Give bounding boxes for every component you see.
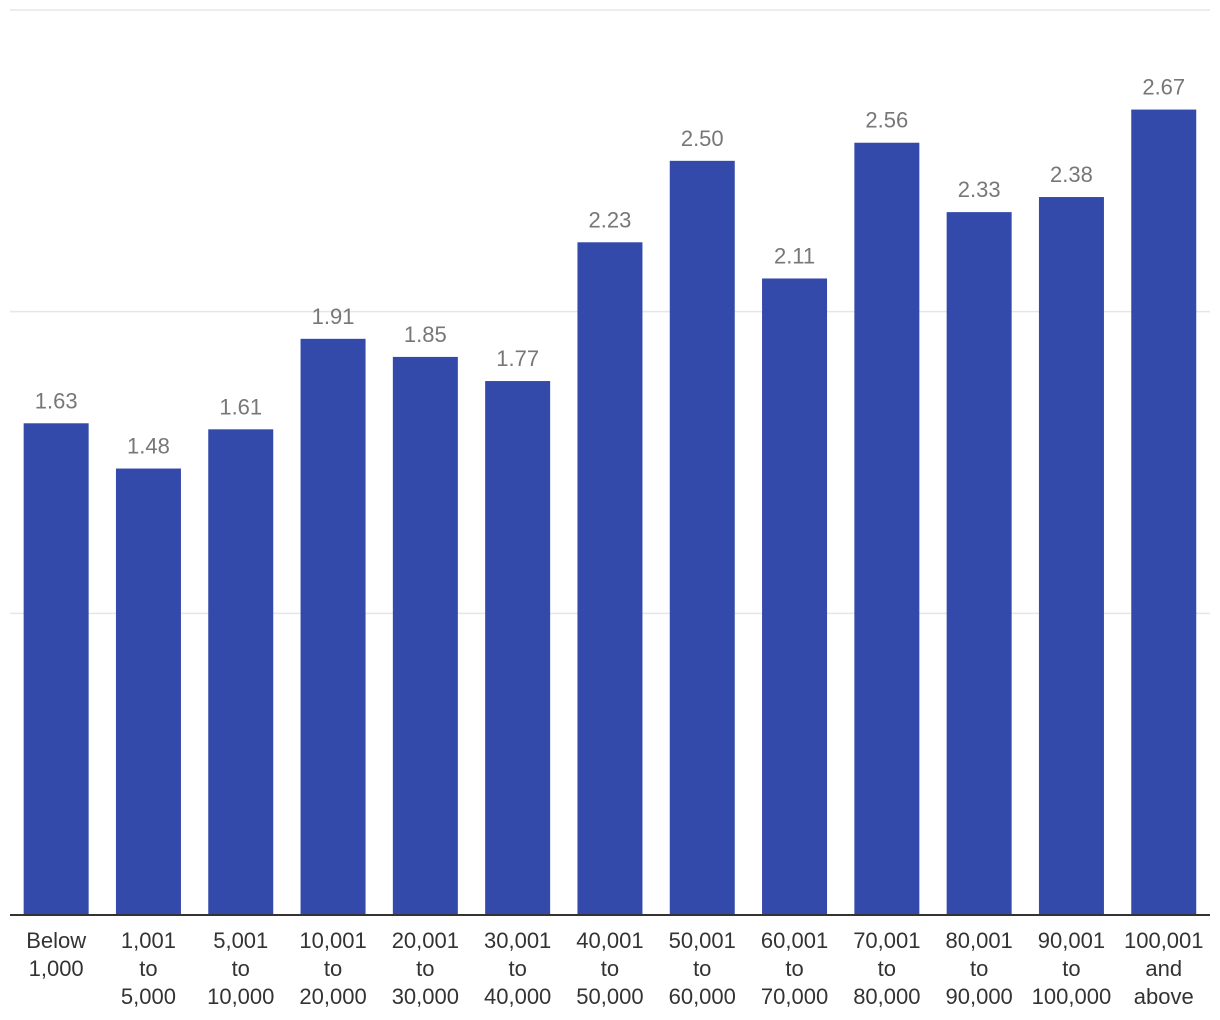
value-label-5: 1.77 <box>496 346 539 371</box>
tick-label-0: Below 1,000 <box>26 928 86 981</box>
bar-0 <box>23 423 89 915</box>
tick-label-6-line-0: 40,001 <box>576 928 643 953</box>
tick-label-10-line-0: 80,001 <box>946 928 1013 953</box>
tick-label-4-line-1: to <box>416 956 434 981</box>
tick-label-1-line-1: to <box>139 956 157 981</box>
tick-label-3-line-2: 20,000 <box>299 984 366 1009</box>
bar-4 <box>392 356 458 916</box>
tick-label-6-line-1: to <box>601 956 619 981</box>
bar-8 <box>762 278 828 915</box>
tick-label-1: 1,001 to 5,000 <box>121 928 176 1009</box>
tick-label-3-line-0: 10,001 <box>299 928 366 953</box>
tick-label-9: 70,001 to 80,000 <box>853 928 920 1009</box>
tick-label-8-line-2: 70,000 <box>761 984 828 1009</box>
tick-label-2: 5,001 to 10,000 <box>207 928 274 1009</box>
bar-11 <box>1038 197 1104 916</box>
value-label-10: 2.33 <box>958 177 1001 202</box>
bars <box>23 109 1197 916</box>
tick-label-10: 80,001 to 90,000 <box>946 928 1013 1009</box>
tick-label-5-line-1: to <box>508 956 526 981</box>
tick-label-5: 30,001 to 40,000 <box>484 928 551 1009</box>
tick-label-2-line-1: to <box>232 956 250 981</box>
tick-label-9-line-0: 70,001 <box>853 928 920 953</box>
tick-label-10-line-1: to <box>970 956 988 981</box>
tick-label-3: 10,001 to 20,000 <box>299 928 366 1009</box>
tick-label-12-line-0: 100,001 <box>1124 928 1204 953</box>
tick-label-4-line-0: 20,001 <box>392 928 459 953</box>
tick-label-5-line-0: 30,001 <box>484 928 551 953</box>
tick-label-2-line-2: 10,000 <box>207 984 274 1009</box>
value-label-6: 2.23 <box>589 207 632 232</box>
tick-label-0-line-0: Below <box>26 928 86 953</box>
value-label-8: 2.11 <box>774 243 815 268</box>
tick-label-11-line-1: to <box>1062 956 1080 981</box>
value-label-4: 1.85 <box>404 322 447 347</box>
value-label-1: 1.48 <box>127 434 170 459</box>
tick-label-12-line-2: above <box>1134 984 1194 1009</box>
tick-label-7-line-2: 60,000 <box>669 984 736 1009</box>
bar-1 <box>115 468 181 915</box>
tick-label-8-line-0: 60,001 <box>761 928 828 953</box>
value-label-7: 2.50 <box>681 126 724 151</box>
tick-label-9-line-2: 80,000 <box>853 984 920 1009</box>
x-axis-tick-labels: Below 1,000 1,001 to 5,000 5,001 to 10,000 10,00… <box>26 928 1203 1009</box>
tick-label-8-line-1: to <box>785 956 803 981</box>
tick-label-7-line-0: 50,001 <box>669 928 736 953</box>
tick-label-6: 40,001 to 50,000 <box>576 928 643 1009</box>
tick-label-10-line-2: 90,000 <box>946 984 1013 1009</box>
value-label-2: 1.61 <box>219 394 262 419</box>
tick-label-9-line-1: to <box>878 956 896 981</box>
tick-label-1-line-2: 5,000 <box>121 984 176 1009</box>
tick-label-11-line-0: 90,001 <box>1038 928 1105 953</box>
tick-label-5-line-2: 40,000 <box>484 984 551 1009</box>
tick-label-7-line-1: to <box>693 956 711 981</box>
tick-label-11: 90,001 to 100,000 <box>1032 928 1112 1009</box>
tick-label-3-line-1: to <box>324 956 342 981</box>
tick-label-6-line-2: 50,000 <box>576 984 643 1009</box>
tick-label-0-line-1: 1,000 <box>29 956 84 981</box>
bar-7 <box>669 160 735 916</box>
bar-9 <box>854 142 920 915</box>
value-labels: 1.63 1.48 1.61 1.91 1.85 1.77 2.23 2.50 2.11 2.56… <box>35 75 1185 459</box>
bar-6 <box>577 242 643 916</box>
tick-label-11-line-2: 100,000 <box>1032 984 1112 1009</box>
tick-label-4: 20,001 to 30,000 <box>392 928 459 1009</box>
bar-10 <box>946 212 1012 915</box>
tick-label-7: 50,001 to 60,000 <box>669 928 736 1009</box>
bar-2 <box>208 429 274 915</box>
value-label-11: 2.38 <box>1050 162 1093 187</box>
tick-label-1-line-0: 1,001 <box>121 928 176 953</box>
tick-label-8: 60,001 to 70,000 <box>761 928 828 1009</box>
bar-3 <box>300 338 366 916</box>
tick-label-12: 100,001 and above <box>1124 928 1204 1009</box>
value-label-3: 1.91 <box>312 304 355 329</box>
tick-label-4-line-2: 30,000 <box>392 984 459 1009</box>
bar-5 <box>485 381 551 915</box>
bar-12 <box>1131 109 1197 916</box>
tick-label-2-line-0: 5,001 <box>213 928 268 953</box>
value-label-9: 2.56 <box>865 108 908 133</box>
tick-label-12-line-1: and <box>1145 956 1182 981</box>
value-label-12: 2.67 <box>1142 75 1185 100</box>
value-label-0: 1.63 <box>35 388 78 413</box>
